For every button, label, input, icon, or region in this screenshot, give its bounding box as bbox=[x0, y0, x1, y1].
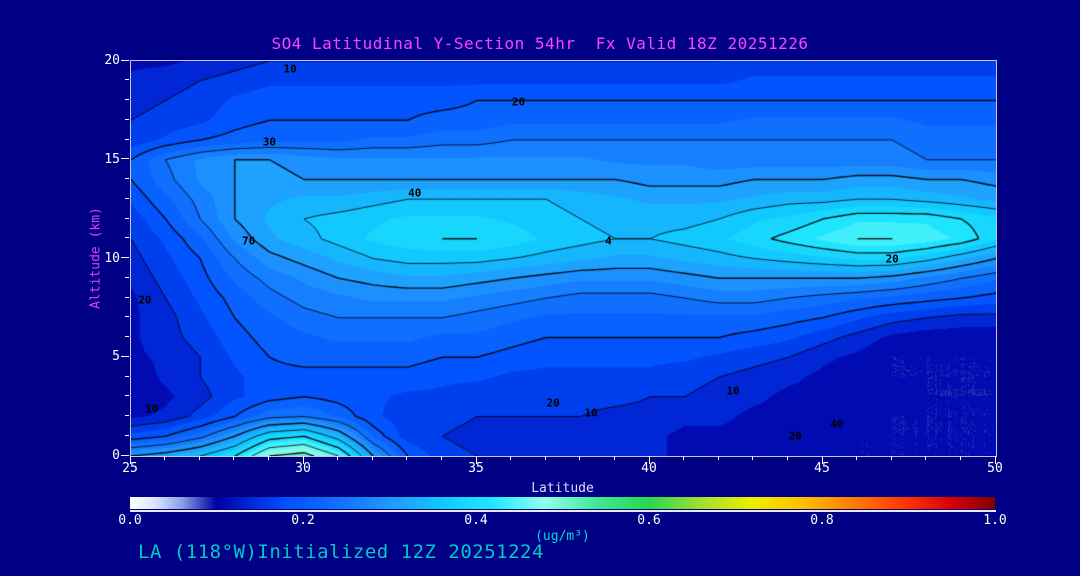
x-major-tick bbox=[648, 456, 650, 464]
y-tick-label: 15 bbox=[104, 151, 120, 167]
x-minor-tick bbox=[925, 456, 927, 460]
y-minor-tick bbox=[125, 237, 129, 239]
x-tick-label: 40 bbox=[641, 461, 657, 476]
x-minor-tick bbox=[613, 456, 615, 460]
y-tick-label: 20 bbox=[104, 53, 120, 68]
x-major-tick bbox=[129, 456, 131, 464]
colorbar-tick-label: 0.2 bbox=[291, 513, 315, 528]
colorbar bbox=[130, 497, 995, 509]
y-minor-tick bbox=[125, 178, 129, 179]
y-minor-tick bbox=[125, 316, 129, 318]
y-minor-tick bbox=[125, 375, 129, 377]
x-tick-label: 50 bbox=[987, 461, 1003, 476]
x-major-tick bbox=[475, 456, 477, 464]
chart-title: SO4 Latitudinal Y-Section 54hr Fx Valid … bbox=[271, 34, 809, 53]
y-minor-tick bbox=[125, 276, 129, 278]
y-minor-tick bbox=[125, 79, 129, 81]
x-major-tick bbox=[821, 456, 823, 464]
x-minor-tick bbox=[717, 456, 719, 460]
y-minor-tick bbox=[125, 296, 129, 298]
x-minor-tick bbox=[890, 456, 892, 460]
x-minor-tick bbox=[371, 456, 373, 460]
x-axis-label: Latitude bbox=[531, 481, 594, 496]
colorbar-tick-label: 0.0 bbox=[118, 513, 142, 528]
y-major-tick bbox=[121, 257, 129, 258]
y-tick-label: 0 bbox=[112, 448, 120, 463]
colorbar-baseline bbox=[130, 510, 996, 512]
x-tick-label: 45 bbox=[814, 461, 830, 476]
x-minor-tick bbox=[856, 456, 858, 460]
x-major-tick bbox=[994, 456, 996, 464]
y-tick-label: 10 bbox=[104, 250, 120, 266]
y-minor-tick bbox=[125, 434, 129, 436]
run-info-text: LA (118°W)Initialized 12Z 20251224 bbox=[138, 541, 544, 563]
y-minor-tick bbox=[125, 336, 129, 337]
x-minor-tick bbox=[752, 456, 754, 460]
colorbar-tick-label: 0.8 bbox=[810, 513, 834, 528]
y-minor-tick bbox=[125, 197, 129, 199]
x-minor-tick bbox=[683, 456, 685, 460]
y-major-tick bbox=[121, 454, 129, 456]
x-minor-tick bbox=[198, 456, 200, 460]
contour-plot-canvas bbox=[131, 61, 996, 456]
y-major-tick bbox=[121, 59, 129, 61]
plot-area: 10 20 30 40 70 4 20 20 10 20 10 10 40 20 bbox=[130, 60, 997, 457]
colorbar-tick-label: 1.0 bbox=[983, 513, 1007, 528]
x-tick-label: 35 bbox=[468, 461, 484, 476]
x-minor-tick bbox=[786, 456, 788, 460]
x-minor-tick bbox=[164, 456, 166, 460]
y-minor-tick bbox=[125, 217, 129, 219]
y-minor-tick bbox=[125, 99, 129, 100]
x-minor-tick bbox=[267, 456, 269, 460]
x-minor-tick bbox=[959, 456, 961, 460]
x-minor-tick bbox=[579, 456, 581, 460]
x-minor-tick bbox=[233, 456, 235, 460]
x-minor-tick bbox=[510, 456, 512, 460]
x-minor-tick bbox=[544, 456, 546, 460]
y-tick-label: 5 bbox=[112, 349, 120, 365]
x-major-tick bbox=[302, 456, 304, 464]
x-tick-label: 25 bbox=[122, 461, 138, 476]
y-minor-tick bbox=[125, 415, 129, 416]
y-minor-tick bbox=[125, 395, 129, 397]
y-minor-tick bbox=[125, 138, 129, 140]
x-minor-tick bbox=[440, 456, 442, 460]
colorbar-unit-label: (ug/m³) bbox=[535, 529, 590, 544]
x-minor-tick bbox=[406, 456, 408, 460]
x-tick-label: 30 bbox=[295, 461, 311, 476]
colorbar-tick-label: 0.4 bbox=[464, 513, 488, 528]
x-minor-tick bbox=[337, 456, 339, 460]
y-major-tick bbox=[121, 355, 129, 357]
colorbar-tick-label: 0.6 bbox=[637, 513, 661, 528]
y-minor-tick bbox=[125, 118, 129, 120]
y-major-tick bbox=[121, 158, 129, 160]
